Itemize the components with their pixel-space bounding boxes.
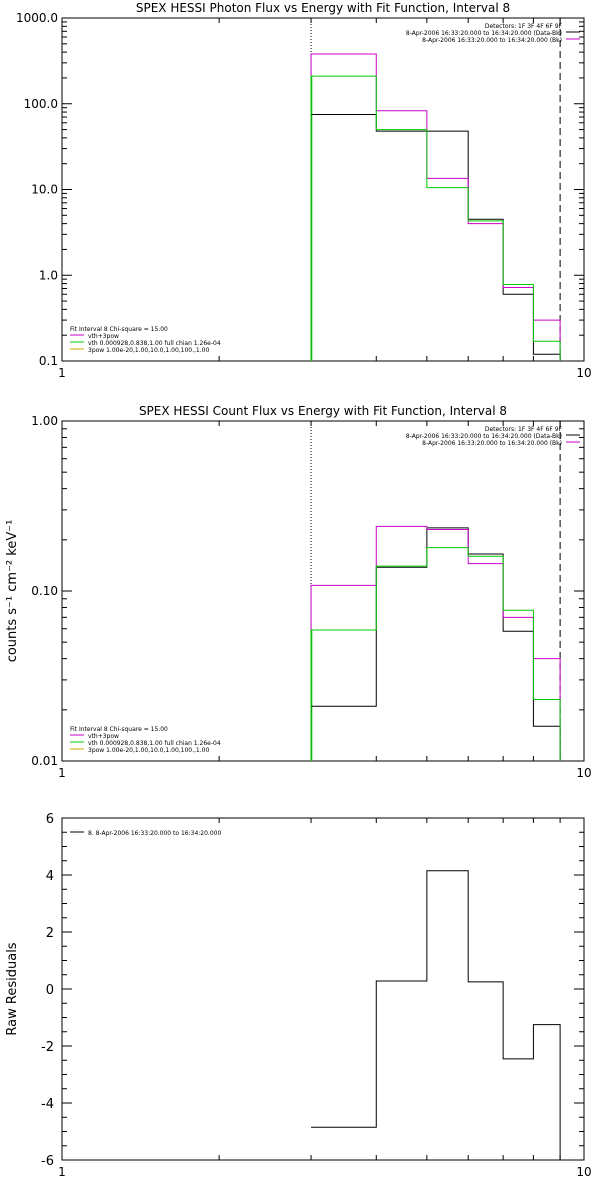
x-tick-label: 10 — [576, 1165, 591, 1179]
series-line — [311, 870, 561, 1160]
legend-entry: vth+3pow — [88, 333, 119, 340]
plot-frame — [61, 17, 585, 362]
legend-entry: vth 0.000928,0.838,1.00 full chian 1.26e… — [88, 340, 221, 347]
series-line — [310, 547, 561, 761]
x-tick-label: 10 — [576, 366, 591, 380]
y-tick-label: 1.00 — [31, 414, 58, 428]
legend-entry: Detectors: 1F 3F 4F 6F 9F — [485, 426, 563, 433]
legend-bottom: Fit Interval 8 Chi-square = 15.00vth+3po… — [70, 326, 221, 354]
x-tick-label: 1 — [58, 366, 66, 380]
legend-bottom: Fit Interval 8 Chi-square = 15.00vth+3po… — [70, 726, 221, 754]
series-line — [310, 53, 561, 361]
legend-top: Detectors: 1F 3F 4F 6F 9F8-Apr-2006 16:3… — [406, 23, 580, 44]
legend-entry: 3pow 1.00e-20,1.00,10.0,1.00,100.,1.00 — [88, 347, 209, 354]
x-tick-label: 1 — [58, 1165, 66, 1179]
series-2 — [310, 53, 561, 361]
y-tick-label: -4 — [41, 1097, 54, 1112]
series-3 — [310, 547, 561, 761]
y-tick-label: 100.0 — [24, 97, 58, 111]
y-tick-label: 4 — [46, 869, 54, 884]
chart-title: SPEX HESSI Photon Flux vs Energy with Fi… — [136, 1, 510, 15]
legend-entry: 8-Apr-2006 16:33:20.000 to 16:34:20.000 … — [422, 37, 562, 44]
series-1 — [311, 870, 561, 1160]
legend-entry: Fit Interval 8 Chi-square = 15.00 — [70, 326, 168, 333]
series-line — [310, 527, 561, 761]
y-tick-label: -2 — [41, 1040, 54, 1055]
series-1 — [310, 113, 561, 361]
y-tick-label: 0 — [46, 983, 54, 998]
chart-title: SPEX HESSI Count Flux vs Energy with Fit… — [139, 404, 507, 418]
y-axis-label: Raw Residuals — [5, 942, 20, 1035]
x-tick-label: 1 — [58, 766, 66, 780]
y-tick-label: 2 — [46, 926, 54, 941]
series-3 — [310, 75, 561, 361]
legend-entry: 8. 8-Apr-2006 16:33:20.000 to 16:34:20.0… — [88, 830, 221, 837]
y-tick-label: 0.01 — [31, 754, 58, 768]
legend-entry: 3pow 1.00e-20,1.00,10.0,1.00,100.,1.00 — [88, 747, 209, 754]
chart-panel-3: 1 10 -6 -4 -2 0 2 4 6 Raw Residuals 8. 8-Apr-2006 … — [5, 812, 592, 1179]
legend-top: 8. 8-Apr-2006 16:33:20.000 to 16:34:20.0… — [70, 830, 221, 837]
plot-frame — [61, 817, 585, 1161]
y-tick-label: 0.1 — [39, 354, 58, 368]
series-2 — [310, 525, 561, 761]
y-tick-label: -6 — [41, 1154, 54, 1169]
plot-frame — [61, 420, 585, 762]
legend-entry: Fit Interval 8 Chi-square = 15.00 — [70, 726, 168, 733]
y-tick-label: 1000.0 — [16, 11, 58, 25]
series-1 — [310, 527, 561, 761]
legend-entry: vth+3pow — [88, 733, 119, 740]
series-line — [310, 75, 561, 361]
y-tick-label: 1.0 — [39, 268, 58, 282]
legend-entry: vth 0.000928,0.838,1.00 full chian 1.26e… — [88, 740, 221, 747]
chart-panel-2: SPEX HESSI Count Flux vs Energy with Fit… — [5, 404, 592, 780]
chart-panel-1: SPEX HESSI Photon Flux vs Energy with Fi… — [16, 1, 592, 380]
x-tick-label: 10 — [576, 766, 591, 780]
y-tick-label: 10.0 — [31, 183, 58, 197]
legend-top: Detectors: 1F 3F 4F 6F 9F8-Apr-2006 16:3… — [406, 426, 580, 447]
legend-entry: 8-Apr-2006 16:33:20.000 to 16:34:20.000 … — [422, 440, 562, 447]
legend-entry: 8-Apr-2006 16:33:20.000 to 16:34:20.000 … — [406, 30, 562, 37]
series-line — [310, 113, 561, 361]
y-axis-label: counts s⁻¹ cm⁻² keV⁻¹ — [5, 520, 20, 663]
y-tick-label: 6 — [46, 812, 54, 827]
legend-entry: Detectors: 1F 3F 4F 6F 9F — [485, 23, 563, 30]
y-tick-label: 0.10 — [31, 584, 58, 598]
legend-entry: 8-Apr-2006 16:33:20.000 to 16:34:20.000 … — [406, 433, 562, 440]
series-line — [310, 525, 561, 761]
